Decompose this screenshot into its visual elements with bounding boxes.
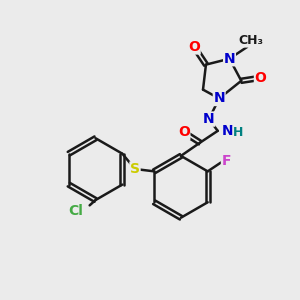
Text: F: F [221, 154, 231, 168]
Text: N: N [224, 52, 235, 66]
Text: N: N [221, 124, 233, 138]
Text: H: H [233, 126, 244, 139]
Text: N: N [203, 112, 215, 126]
Text: O: O [178, 125, 190, 139]
Text: N: N [213, 92, 225, 106]
Text: O: O [254, 71, 266, 85]
Text: S: S [130, 162, 140, 176]
Text: CH₃: CH₃ [238, 34, 263, 47]
Text: Cl: Cl [68, 204, 83, 218]
Text: O: O [188, 40, 200, 54]
